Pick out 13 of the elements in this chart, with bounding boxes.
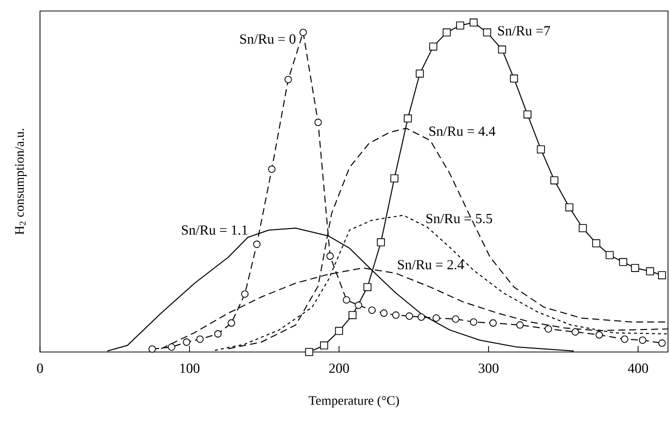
x-tick-label: 400 [628,364,648,373]
series-label: Sn/Ru = 2.4 [398,260,464,270]
series-label: Sn/Ru =7 [498,26,550,36]
x-axis-title: Temperature (°C) [308,396,399,408]
series-label: Sn/Ru = 1.1 [182,225,248,235]
series-label: Sn/Ru = 0 [240,34,296,44]
series-label: Sn/Ru = 5.5 [426,214,492,224]
x-tick-label: 0 [37,364,43,373]
series-label: Sn/Ru = 4.4 [429,126,496,136]
x-tick-label: 100 [180,364,200,373]
x-tick-label: 300 [478,364,498,373]
x-tick-label: 200 [329,364,349,373]
y-axis-title: H$_{2}$ consumption/a.u. [15,128,26,235]
